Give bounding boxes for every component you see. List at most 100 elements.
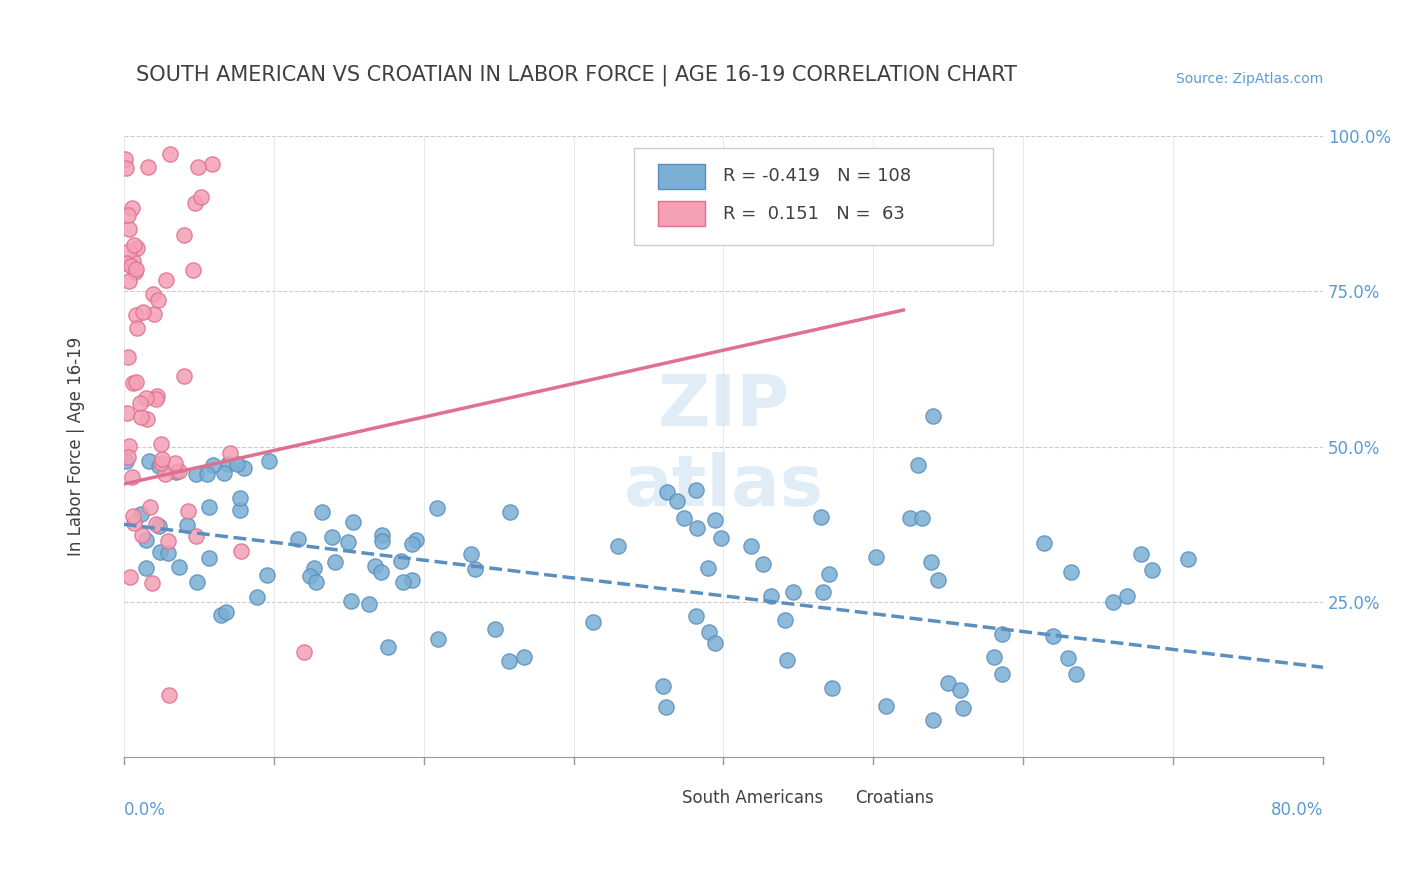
South Americans bbox=[776, 653, 799, 667]
Text: SOUTH AMERICAN VS CROATIAN IN LABOR FORCE | AGE 16-19 CORRELATION CHART: SOUTH AMERICAN VS CROATIAN IN LABOR FORC… bbox=[136, 65, 1017, 87]
South Americans bbox=[156, 546, 179, 560]
South Americans bbox=[752, 558, 775, 572]
Croatians bbox=[138, 500, 160, 514]
Croatians bbox=[219, 446, 242, 460]
South Americans bbox=[371, 528, 394, 542]
South Americans bbox=[215, 606, 238, 620]
Croatians bbox=[118, 274, 141, 288]
Croatians bbox=[150, 456, 173, 470]
Croatians bbox=[131, 410, 153, 425]
South Americans bbox=[115, 454, 138, 468]
South Americans bbox=[699, 624, 721, 639]
Text: Source: ZipAtlas.com: Source: ZipAtlas.com bbox=[1175, 72, 1323, 87]
South Americans bbox=[340, 593, 363, 607]
South Americans bbox=[184, 467, 207, 481]
FancyBboxPatch shape bbox=[640, 785, 673, 810]
South Americans bbox=[138, 454, 160, 468]
South Americans bbox=[1177, 551, 1199, 566]
South Americans bbox=[165, 465, 187, 479]
Croatians bbox=[124, 265, 146, 279]
Croatians bbox=[122, 509, 145, 524]
FancyBboxPatch shape bbox=[634, 148, 993, 244]
South Americans bbox=[672, 511, 695, 525]
South Americans bbox=[1102, 595, 1125, 609]
Croatians bbox=[118, 439, 141, 453]
Croatians bbox=[135, 392, 157, 406]
South Americans bbox=[195, 467, 218, 481]
South Americans bbox=[370, 565, 392, 579]
South Americans bbox=[949, 682, 972, 697]
South Americans bbox=[512, 649, 534, 664]
South Americans bbox=[460, 547, 482, 561]
Croatians bbox=[155, 467, 177, 481]
South Americans bbox=[911, 511, 934, 525]
South Americans bbox=[811, 584, 834, 599]
Croatians bbox=[145, 392, 167, 406]
South Americans bbox=[135, 533, 157, 547]
South Americans bbox=[426, 501, 449, 516]
Croatians bbox=[120, 260, 142, 274]
South Americans bbox=[818, 566, 841, 581]
South Americans bbox=[922, 409, 945, 423]
Croatians bbox=[190, 190, 212, 204]
South Americans bbox=[392, 574, 415, 589]
Croatians bbox=[117, 208, 139, 222]
South Americans bbox=[875, 698, 897, 713]
South Americans bbox=[377, 640, 399, 655]
South Americans bbox=[1042, 629, 1064, 643]
Text: In Labor Force | Age 16-19: In Labor Force | Age 16-19 bbox=[67, 337, 84, 557]
Croatians bbox=[129, 396, 152, 410]
Croatians bbox=[117, 222, 139, 236]
FancyBboxPatch shape bbox=[658, 164, 706, 189]
Text: ZIP
atlas: ZIP atlas bbox=[623, 372, 824, 521]
South Americans bbox=[927, 573, 949, 587]
Croatians bbox=[125, 308, 148, 322]
Text: 0.0%: 0.0% bbox=[124, 801, 166, 819]
South Americans bbox=[703, 513, 725, 527]
Croatians bbox=[142, 286, 165, 301]
Croatians bbox=[125, 321, 148, 335]
Croatians bbox=[115, 255, 138, 269]
South Americans bbox=[782, 585, 804, 599]
Croatians bbox=[150, 452, 173, 467]
South Americans bbox=[704, 636, 727, 650]
South Americans bbox=[907, 458, 929, 473]
Croatians bbox=[177, 504, 200, 518]
South Americans bbox=[1033, 536, 1056, 550]
South Americans bbox=[606, 539, 628, 553]
Croatians bbox=[122, 516, 145, 530]
South Americans bbox=[922, 713, 945, 727]
South Americans bbox=[655, 484, 678, 499]
Croatians bbox=[165, 456, 187, 470]
South Americans bbox=[761, 589, 783, 603]
South Americans bbox=[148, 458, 170, 473]
South Americans bbox=[990, 666, 1012, 681]
Croatians bbox=[173, 227, 195, 242]
Text: Croatians: Croatians bbox=[855, 789, 934, 806]
South Americans bbox=[900, 511, 922, 525]
Croatians bbox=[156, 534, 179, 549]
South Americans bbox=[129, 507, 152, 521]
South Americans bbox=[651, 679, 673, 693]
Croatians bbox=[117, 406, 139, 420]
Croatians bbox=[229, 544, 252, 558]
South Americans bbox=[697, 560, 720, 574]
South Americans bbox=[202, 458, 225, 473]
South Americans bbox=[710, 531, 733, 545]
South Americans bbox=[1056, 650, 1078, 665]
South Americans bbox=[405, 533, 427, 548]
Croatians bbox=[150, 437, 173, 451]
South Americans bbox=[665, 493, 688, 508]
Croatians bbox=[146, 293, 169, 307]
South Americans bbox=[336, 534, 359, 549]
Croatians bbox=[157, 688, 180, 702]
Croatians bbox=[181, 263, 204, 277]
South Americans bbox=[135, 561, 157, 575]
South Americans bbox=[983, 649, 1005, 664]
South Americans bbox=[498, 654, 520, 668]
Croatians bbox=[135, 412, 157, 426]
Croatians bbox=[136, 160, 159, 174]
Croatians bbox=[122, 237, 145, 252]
Croatians bbox=[145, 389, 167, 403]
Croatians bbox=[122, 254, 145, 268]
